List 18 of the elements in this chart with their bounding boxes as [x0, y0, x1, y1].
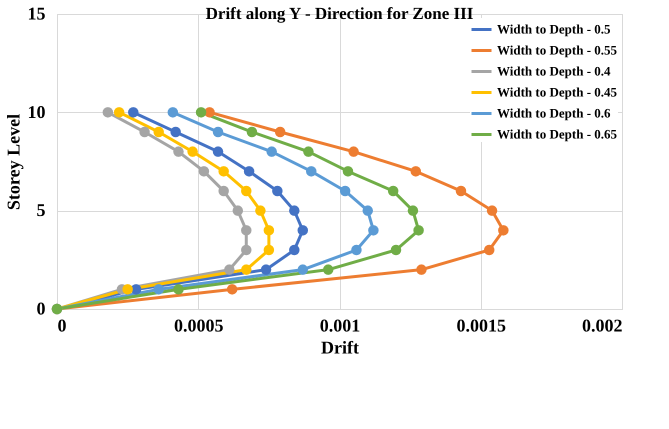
- legend-label: Width to Depth - 0.4: [497, 64, 612, 78]
- legend-label: Width to Depth - 0.55: [497, 42, 618, 58]
- legend-label: Width to Depth - 0.5: [497, 22, 612, 36]
- legend-label: Width to Depth - 0.65: [497, 126, 618, 142]
- y-tick-label: 10: [28, 102, 46, 122]
- chart-title: Drift along Y - Direction for Zone III: [206, 4, 474, 23]
- x-tick-label: 0.001: [320, 316, 360, 336]
- x-tick-label: 0.0005: [174, 316, 224, 336]
- y-tick-label: 0: [36, 298, 46, 318]
- legend-label: Width to Depth - 0.45: [497, 84, 618, 100]
- x-tick-label: 0.002: [582, 316, 622, 336]
- legend-label: Width to Depth - 0.6: [497, 106, 612, 120]
- x-tick-label: 0: [58, 316, 66, 336]
- x-tick-label: 0.0015: [456, 316, 506, 336]
- x-axis-title: Drift: [321, 338, 359, 358]
- y-tick-label: 15: [28, 4, 46, 24]
- y-tick-label: 5: [36, 200, 46, 220]
- y-axis-title: Storey Level: [4, 114, 24, 210]
